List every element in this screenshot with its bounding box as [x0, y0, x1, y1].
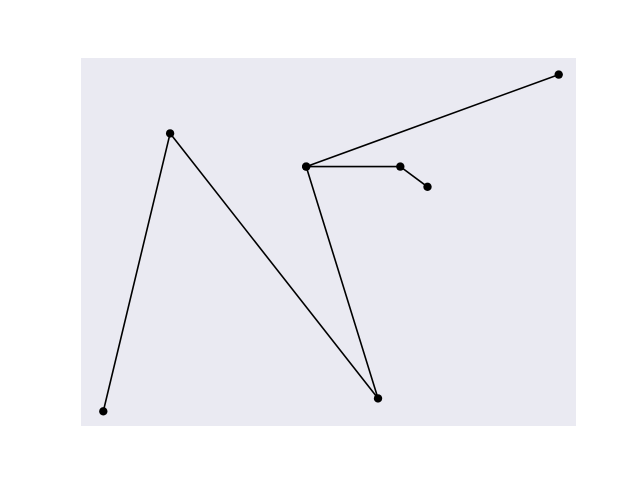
data-point [423, 182, 432, 191]
plot-area [81, 58, 576, 426]
data-point [396, 162, 405, 171]
data-point [554, 70, 563, 79]
series-layer [99, 70, 563, 416]
data-point [99, 407, 108, 416]
data-point [302, 162, 311, 171]
data-point [373, 394, 383, 403]
data-point [165, 129, 175, 138]
series-line [102, 73, 560, 412]
